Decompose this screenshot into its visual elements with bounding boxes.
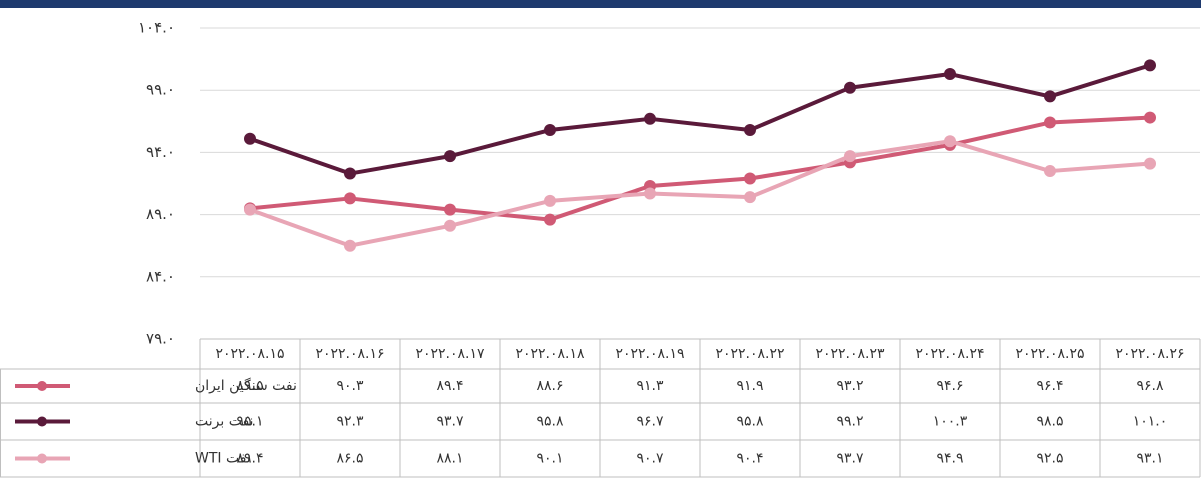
table-value: ۹۳.۲: [836, 378, 863, 394]
legend-marker: [37, 453, 47, 464]
point: [1044, 116, 1056, 129]
x-tick-label: ۲۰۲۲.۰۸.۲۶: [1115, 346, 1184, 362]
point: [744, 172, 756, 185]
table-value: ۹۴.۹: [936, 451, 963, 467]
y-tick-label: ۱۰۴.۰: [138, 19, 175, 37]
series-line: [249, 139, 1151, 248]
point: [1044, 165, 1056, 178]
table-value: ۹۱.۹: [736, 378, 763, 394]
table-value: ۸۸.۶: [536, 378, 563, 394]
table-value: ۹۴.۶: [936, 378, 963, 394]
table-value: ۸۹.۴: [436, 378, 463, 394]
table-value: ۹۶.۸: [1136, 378, 1163, 394]
series-line: [249, 115, 1151, 222]
table-value: ۹۲.۵: [1036, 451, 1063, 467]
point: [444, 203, 456, 216]
point: [244, 132, 256, 145]
point: [244, 203, 256, 216]
point: [744, 124, 756, 137]
x-tick-label: ۲۰۲۲.۰۸.۱۷: [415, 346, 485, 362]
point: [444, 150, 456, 163]
table-value: ۸۶.۵: [336, 451, 363, 467]
x-tick-label: ۲۰۲۲.۰۸.۱۸: [515, 346, 585, 362]
table-value: ۹۶.۷: [636, 414, 663, 430]
table-value: ۱۰۰.۳: [933, 414, 968, 430]
point: [644, 187, 656, 200]
point: [444, 219, 456, 232]
table-value: ۹۶.۴: [1036, 378, 1063, 394]
x-tick-label: ۲۰۲۲.۰۸.۲۴: [915, 346, 984, 362]
legend-label: نفت سنگین ایران: [195, 377, 297, 394]
point: [644, 112, 656, 125]
table-value: ۹۱.۳: [636, 378, 663, 394]
point: [1144, 111, 1156, 124]
x-tick-label: ۲۰۲۲.۰۸.۲۲: [715, 346, 784, 362]
point: [1144, 59, 1156, 72]
point: [544, 124, 556, 137]
point: [1044, 90, 1056, 103]
point: [744, 191, 756, 204]
legend-label: نفت WTI: [195, 451, 251, 467]
point: [844, 81, 856, 94]
table-value: ۸۸.۱: [436, 451, 463, 467]
series-line: [249, 63, 1151, 176]
table-value: ۹۰.۷: [636, 451, 663, 467]
table-value: ۹۳.۱: [1136, 451, 1163, 467]
point: [844, 150, 856, 163]
table-value: ۹۳.۷: [436, 414, 463, 430]
point: [544, 213, 556, 226]
table-value: ۹۳.۷: [836, 451, 863, 467]
point: [1144, 157, 1156, 170]
x-tick-label: ۲۰۲۲.۰۸.۲۵: [1015, 346, 1084, 362]
x-tick-label: ۲۰۲۲.۰۸.۲۳: [815, 346, 885, 362]
legend-marker: [37, 381, 47, 391]
table-value: ۹۵.۸: [736, 414, 763, 430]
top-banner: [0, 0, 1201, 8]
point: [944, 135, 956, 148]
legend-marker: [37, 416, 47, 427]
y-tick-label: ۹۴.۰: [146, 143, 175, 161]
point: [344, 167, 356, 180]
table-value: ۹۵.۱: [236, 414, 263, 430]
table-value: ۹۹.۲: [836, 414, 863, 430]
table-value: ۸۹.۴: [236, 451, 263, 467]
y-tick-label: ۹۹.۰: [146, 81, 175, 99]
point: [344, 239, 356, 252]
table-value: ۹۰.۴: [736, 451, 763, 467]
table-value: ۱۰۱.۰: [1133, 414, 1168, 430]
x-tick-label: ۲۰۲۲.۰۸.۱۶: [315, 346, 384, 362]
table-value: ۹۵.۸: [536, 414, 563, 430]
point: [544, 194, 556, 207]
table-value: ۹۰.۳: [336, 378, 363, 394]
y-tick-label: ۷۹.۰: [146, 330, 175, 348]
table-value: ۹۲.۳: [336, 414, 363, 430]
x-tick-label: ۲۰۲۲.۰۸.۱۹: [615, 346, 684, 362]
table-value: ۹۸.۵: [1036, 414, 1063, 430]
y-tick-label: ۸۹.۰: [146, 205, 175, 223]
legend-label: نفت برنت: [195, 414, 253, 430]
x-tick-label: ۲۰۲۲.۰۸.۱۵: [215, 346, 284, 362]
y-tick-label: ۸۴.۰: [146, 267, 175, 285]
point: [944, 68, 956, 81]
table-value: ۹۰.۱: [536, 451, 563, 467]
table-value: ۸۹.۵: [236, 378, 263, 394]
point: [344, 192, 356, 205]
